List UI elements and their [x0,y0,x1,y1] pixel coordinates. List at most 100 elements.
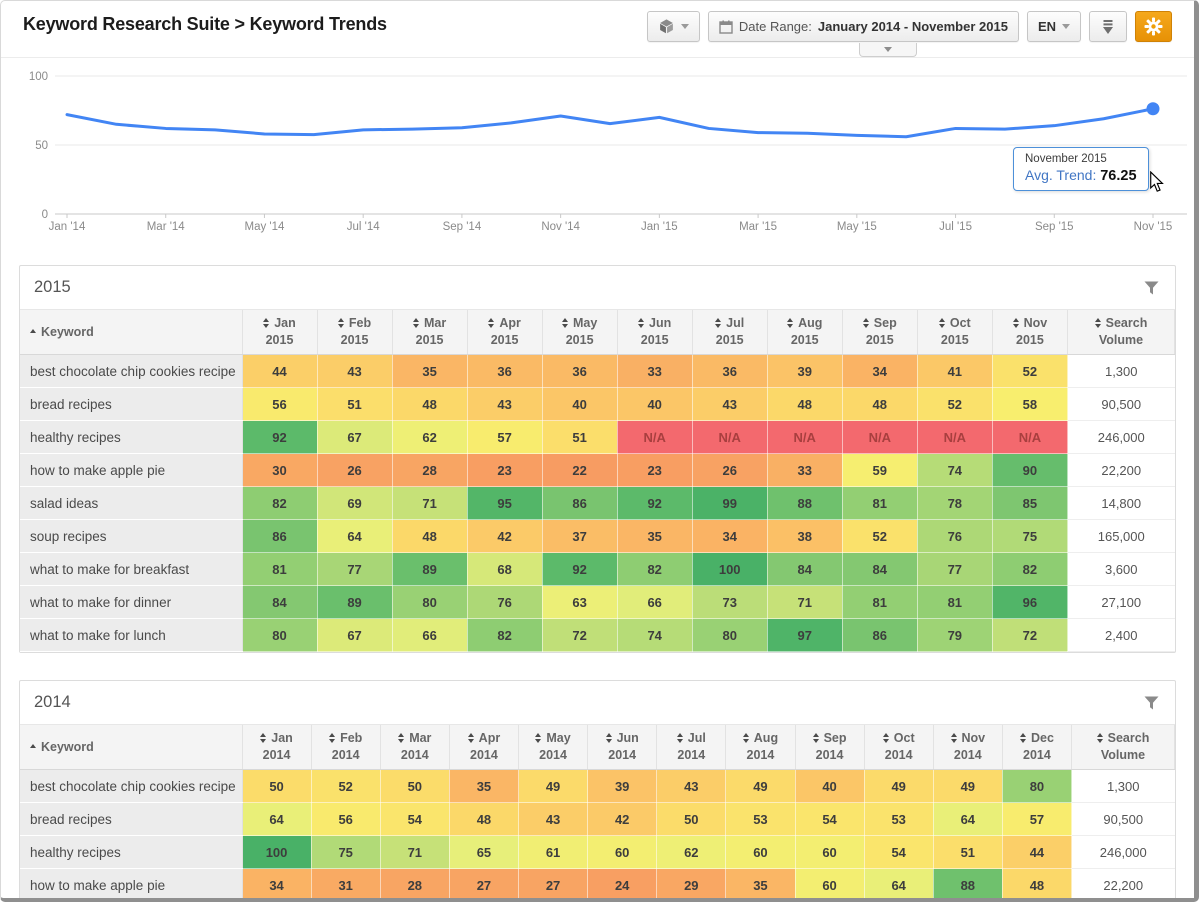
filter-funnel-icon [1144,281,1159,294]
trend-cell: 76 [917,519,993,553]
trend-cell: 48 [392,387,468,421]
language-selector[interactable]: EN [1026,11,1081,42]
trend-cell: 73 [692,585,768,619]
trend-cell: 40 [617,387,693,421]
column-header-keyword[interactable]: Keyword [20,310,243,355]
data-point-marker[interactable] [1146,102,1160,116]
sort-icon [1094,317,1101,328]
trend-cell: N/A [992,420,1069,454]
column-header-sep-2014[interactable]: Sep 2014 [795,725,865,770]
column-header-dec-2014[interactable]: Dec 2014 [1002,725,1073,770]
column-header-may-2015[interactable]: May 2015 [542,310,618,355]
trend-cell: 52 [311,769,381,803]
trend-cell: 23 [617,453,693,487]
download-button[interactable] [1089,11,1127,42]
trend-cell: 30 [242,453,318,487]
table-row: salad ideas 82 69 71 95 86 92 99 88 81 78 85 14,800 [20,486,1175,520]
sort-icon [260,732,267,743]
column-header-jul-2015[interactable]: Jul 2015 [692,310,768,355]
package-icon [660,19,673,34]
column-header-oct-2015[interactable]: Oct 2015 [917,310,993,355]
column-header-aug-2015[interactable]: Aug 2015 [767,310,843,355]
table-row: what to make for breakfast 81 77 89 68 92 82 10… [20,552,1175,586]
trend-cell: 49 [725,769,796,803]
keyword-cell: soup recipes [20,519,243,553]
keyword-cell: how to make apple pie [20,868,243,898]
column-header-feb-2015[interactable]: Feb 2015 [317,310,393,355]
trend-cell: 74 [617,618,693,652]
column-header-jul-2014[interactable]: Jul 2014 [656,725,727,770]
table-row: healthy recipes 92 67 62 57 51 N/A N/A N/A N/A N/A… [20,420,1175,454]
column-header-sep-2015[interactable]: Sep 2015 [842,310,918,355]
sort-icon [715,317,722,328]
trend-cell: 50 [242,769,312,803]
trend-cell: 35 [449,769,520,803]
search-volume-cell: 1,300 [1067,354,1175,388]
date-range-button[interactable]: Date Range: January 2014 - November 2015 [707,11,1019,42]
filter-button[interactable] [1142,694,1161,712]
table-row: how to make apple pie 30 26 28 23 22 23 26 33 59 7… [20,453,1175,487]
trend-cell: N/A [767,420,843,454]
column-header-jun-2014[interactable]: Jun 2014 [587,725,658,770]
table-row: soup recipes 86 64 48 42 37 35 34 38 52 76 75 165,00… [20,519,1175,553]
trend-line[interactable] [65,107,1155,139]
trend-cell: 100 [692,552,768,586]
trend-cell: 44 [1002,835,1073,869]
trend-cell: 38 [767,519,843,553]
trend-cell: 50 [656,802,727,836]
trend-cell: 82 [467,618,543,652]
sort-asc-icon [30,744,36,749]
search-volume-cell: 90,500 [1071,802,1175,836]
trend-cell: 86 [242,519,318,553]
column-header-nov-2014[interactable]: Nov 2014 [933,725,1003,770]
trend-cell: 56 [242,387,318,421]
view-mode-button[interactable] [646,11,700,42]
trend-line-chart[interactable]: 0 50 100 Jan '14 Mar '14 May '14 Jul '14 Sep '1… [1,62,1199,238]
column-header-may-2014[interactable]: May 2014 [518,725,589,770]
trend-cell: 92 [242,420,318,454]
trend-cell: 49 [864,769,934,803]
column-header-nov-2015[interactable]: Nov 2015 [992,310,1069,355]
trend-cell: 42 [467,519,543,553]
column-header-search-volume[interactable]: Search Volume [1071,725,1175,770]
trend-cell: N/A [692,420,768,454]
column-header-jan-2015[interactable]: Jan 2015 [242,310,318,355]
trend-cell: 34 [842,354,918,388]
trend-cell: 64 [317,519,393,553]
trend-cell: 42 [587,802,658,836]
column-header-jun-2015[interactable]: Jun 2015 [617,310,693,355]
column-header-jan-2014[interactable]: Jan 2014 [242,725,312,770]
tooltip-metric: Avg. Trend: 76.25 [1025,167,1137,184]
trend-cell: 75 [311,835,381,869]
column-header-aug-2014[interactable]: Aug 2014 [725,725,796,770]
trend-cell: 66 [617,585,693,619]
trend-cell: 53 [725,802,796,836]
trend-chart[interactable]: 0 50 100 Jan '14 Mar '14 May '14 Jul '14 Sep '1… [1,62,1194,238]
trend-cell: 72 [542,618,618,652]
column-header-apr-2015[interactable]: Apr 2015 [467,310,543,355]
column-header-keyword[interactable]: Keyword [20,725,243,770]
trend-cell: 92 [542,552,618,586]
column-header-search-volume[interactable]: Search Volume [1067,310,1175,355]
trend-cell: 51 [933,835,1003,869]
x-axis-tick-label: Sep '15 [1035,221,1074,233]
column-header-apr-2014[interactable]: Apr 2014 [449,725,520,770]
trend-cell: 43 [656,769,727,803]
toolbar: Date Range: January 2014 - November 2015… [646,11,1172,42]
column-header-feb-2014[interactable]: Feb 2014 [311,725,381,770]
trend-cell: 84 [767,552,843,586]
table-row: what to make for dinner 84 89 80 76 63 66 73 71 8… [20,585,1175,619]
column-header-mar-2015[interactable]: Mar 2015 [392,310,468,355]
chevron-down-icon [680,24,689,29]
filter-button[interactable] [1142,279,1161,297]
trend-cell: N/A [917,420,993,454]
trend-cell: 53 [864,802,934,836]
column-header-mar-2014[interactable]: Mar 2014 [380,725,450,770]
settings-button[interactable] [1135,11,1172,42]
trend-cell: 31 [311,868,381,898]
chart-collapse-toggle[interactable] [859,43,917,57]
sort-icon [1012,317,1019,328]
trend-cell: 34 [242,868,312,898]
x-axis-tick-label: Jul '14 [347,221,380,233]
column-header-oct-2014[interactable]: Oct 2014 [864,725,934,770]
